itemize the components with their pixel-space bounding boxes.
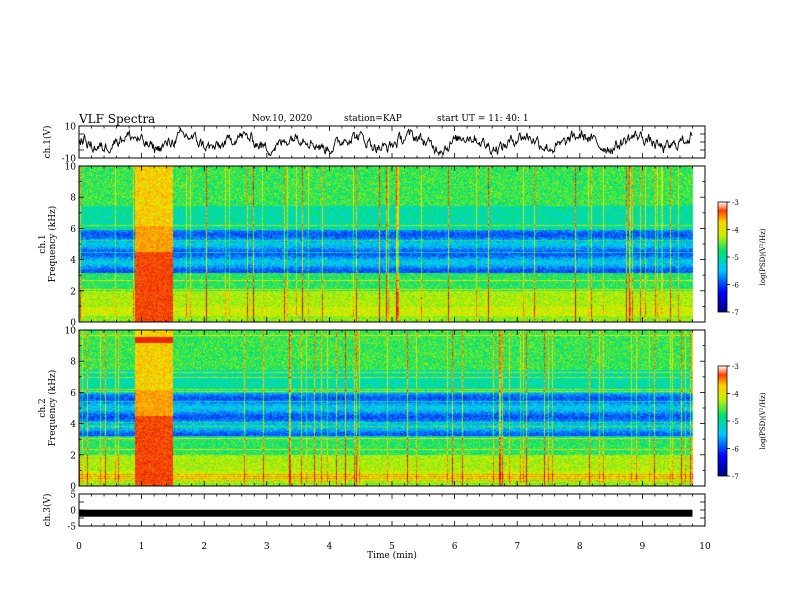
colorbar-tick-label: -6 <box>732 446 739 454</box>
colorbar-tick-label: -7 <box>732 309 739 317</box>
colorbar-tick-label: -5 <box>732 418 739 426</box>
spectrogram-image-ch1 <box>79 166 705 322</box>
y-axis-label: ch.1 <box>38 234 48 253</box>
spectrogram-images <box>79 166 705 486</box>
colorbar-label: log(PSD)(V²/Hz) <box>759 228 767 285</box>
spectrogram-image-ch2 <box>79 330 705 486</box>
waveform-ch3-line <box>79 509 693 517</box>
y-tick-label: 4 <box>70 256 76 266</box>
y-tick-label: -5 <box>67 523 76 533</box>
y-tick-label: 4 <box>70 420 76 430</box>
x-tick-label: 1 <box>139 542 145 552</box>
x-tick-label: 2 <box>201 542 207 552</box>
x-axis-label: Time (min) <box>367 550 417 561</box>
x-tick-label: 8 <box>577 542 583 552</box>
station-label: station=KAP <box>344 114 402 124</box>
y-tick-label: 8 <box>70 194 76 204</box>
x-tick-label: 0 <box>76 542 82 552</box>
axes <box>78 125 730 527</box>
x-tick-label: 9 <box>640 542 646 552</box>
y-tick-label: 6 <box>70 389 76 399</box>
y-tick-label: 10 <box>65 123 77 133</box>
y-tick-label: 0 <box>70 319 76 329</box>
y-axis-label: Frequency (kHz) <box>47 206 58 283</box>
y-axis-label: ch.1(V) <box>42 126 53 159</box>
colorbar-tick-label: -6 <box>732 282 739 290</box>
colorbar-tick-label: -3 <box>732 363 739 371</box>
x-tick-label: 6 <box>452 542 458 552</box>
x-tick-label: 5 <box>389 542 395 552</box>
y-tick-label: 8 <box>70 358 76 368</box>
x-tick-label: 4 <box>327 542 333 552</box>
y-axis-label: Frequency (kHz) <box>47 370 58 447</box>
x-tick-label: 10 <box>699 542 711 552</box>
colorbar-label: log(PSD)(V²/Hz) <box>759 392 767 449</box>
y-tick-label: -10 <box>62 155 77 165</box>
x-tick-label: 7 <box>514 542 520 552</box>
waveform-traces <box>78 126 693 517</box>
y-tick-label: 10 <box>65 163 77 173</box>
y-tick-label: 0 <box>70 507 76 517</box>
y-tick-label: 2 <box>70 287 76 297</box>
y-tick-label: 2 <box>70 451 76 461</box>
x-tick-label: 3 <box>264 542 270 552</box>
colorbar-tick-label: -3 <box>732 199 739 207</box>
y-axis-label: ch.3(V) <box>42 494 53 527</box>
y-tick-label: 5 <box>70 491 76 501</box>
colorbar-tick-label: -4 <box>732 391 739 399</box>
y-tick-label: 10 <box>65 327 77 337</box>
figure-title: VLF Spectra <box>79 112 156 126</box>
colorbar-1 <box>717 201 728 313</box>
colorbar-2 <box>717 365 728 477</box>
y-tick-label: 6 <box>70 225 76 235</box>
colorbar-tick-label: -7 <box>732 473 739 481</box>
y-axis-label: ch.2 <box>38 398 48 417</box>
date-label: Nov.10, 2020 <box>252 114 313 124</box>
y-tick-label: 0 <box>70 483 76 493</box>
colorbar-tick-label: -4 <box>732 227 739 235</box>
waveform-ch1-line <box>78 126 693 157</box>
colorbar-tick-label: -5 <box>732 254 739 262</box>
start-time-label: start UT = 11: 40: 1 <box>437 114 529 124</box>
